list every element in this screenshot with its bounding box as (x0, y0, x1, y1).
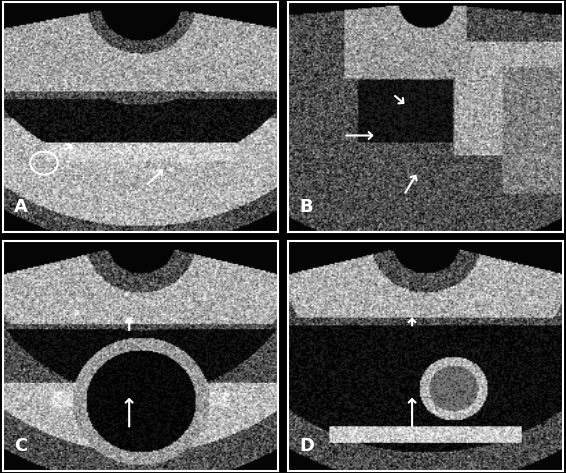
Text: D: D (299, 437, 315, 455)
Text: C: C (14, 437, 27, 455)
Text: B: B (299, 198, 313, 216)
Text: A: A (14, 198, 28, 216)
